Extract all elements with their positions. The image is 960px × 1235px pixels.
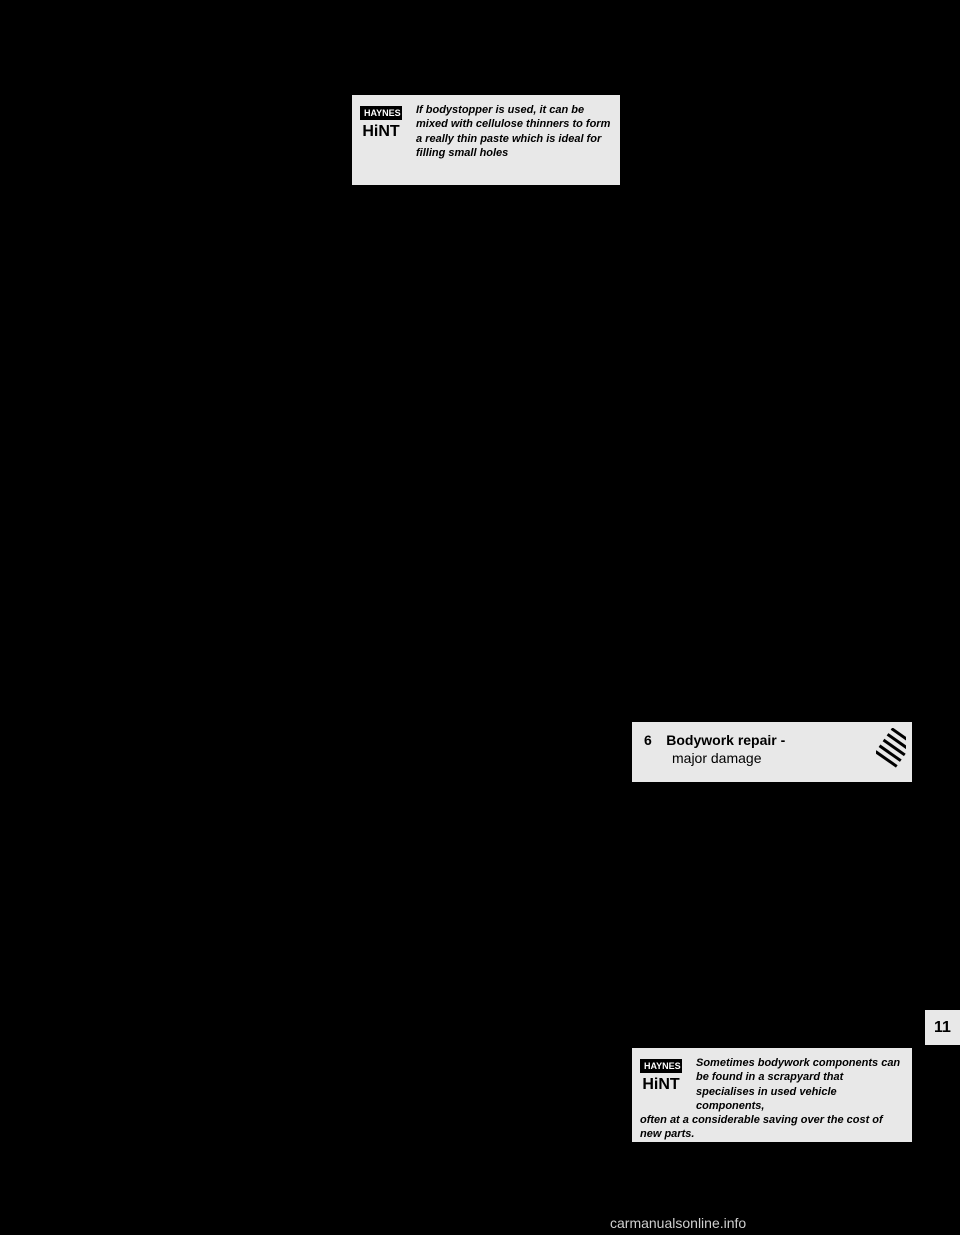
watermark-text: carmanualsonline.info — [610, 1215, 746, 1231]
haynes-label: HAYNES — [360, 106, 402, 120]
section-subtitle: major damage — [672, 750, 900, 766]
section-title: Bodywork repair - — [666, 732, 785, 748]
spanner-rating-icon — [876, 728, 906, 776]
hint-bottom-text-indent: Sometimes bodywork components can be fou… — [696, 1056, 904, 1113]
haynes-hint-logo: HAYNES HiNT — [640, 1056, 682, 1094]
hint-box-top: HAYNES HiNT If bodystopper is used, it c… — [352, 95, 620, 185]
hint-label: HiNT — [360, 123, 402, 141]
hint-top-text: If bodystopper is used, it can be mixed … — [416, 103, 612, 160]
haynes-label: HAYNES — [640, 1059, 682, 1073]
page-chapter-tab: 11 — [925, 1010, 960, 1045]
hint-bottom-text-full: often at a considerable saving over the … — [640, 1113, 904, 1142]
section-heading-box: 6 Bodywork repair - major damage — [632, 722, 912, 782]
haynes-hint-logo: HAYNES HiNT — [360, 103, 402, 141]
hint-box-bottom: HAYNES HiNT Sometimes bodywork component… — [632, 1048, 912, 1142]
section-number: 6 — [644, 732, 652, 748]
hint-label: HiNT — [640, 1076, 682, 1094]
